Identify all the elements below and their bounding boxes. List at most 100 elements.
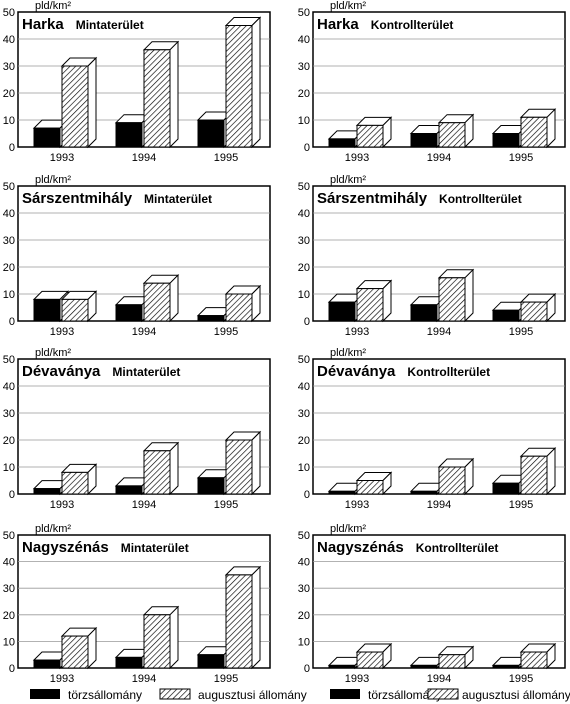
- y-tick-label: 50: [298, 181, 310, 193]
- y-axis-label: pld/km²: [35, 523, 71, 535]
- y-tick-label: 30: [298, 61, 310, 73]
- bar-augusztusi: [437, 645, 475, 670]
- chart-panel: 0 10 20 30 40 50 pld/km² Dévaványa Kontrollterül…: [298, 347, 566, 511]
- x-tick-label: 1994: [427, 326, 451, 338]
- y-tick-label: 30: [298, 235, 310, 247]
- y-tick-label: 20: [298, 610, 310, 622]
- y-tick-label: 30: [3, 61, 15, 73]
- bar-augusztusi: [224, 16, 262, 149]
- panel-subtitle: Kontrollterület: [416, 541, 499, 555]
- y-tick-label: 30: [298, 408, 310, 420]
- bar-augusztusi: [60, 56, 98, 149]
- x-tick-label: 1995: [509, 673, 533, 685]
- x-tick-label: 1993: [345, 673, 369, 685]
- bar-augusztusi: [437, 268, 475, 323]
- x-tick-label: 1993: [50, 152, 74, 164]
- x-tick-label: 1994: [132, 152, 156, 164]
- chart-panel: 0 10 20 30 40 50 pld/km² Harka Kontrollterület 19…: [298, 0, 566, 164]
- x-tick-label: 1994: [132, 326, 156, 338]
- y-tick-label: 0: [9, 663, 15, 675]
- x-tick-label: 1994: [427, 499, 451, 511]
- x-tick-label: 1993: [50, 673, 74, 685]
- bar-augusztusi: [437, 113, 475, 149]
- y-axis-label: pld/km²: [330, 347, 366, 359]
- y-tick-label: 40: [3, 381, 15, 393]
- y-tick-label: 50: [3, 354, 15, 366]
- y-axis-label: pld/km²: [330, 174, 366, 186]
- y-axis-label: pld/km²: [330, 0, 366, 12]
- y-tick-label: 0: [304, 316, 310, 328]
- bar-augusztusi: [355, 642, 393, 670]
- y-tick-label: 30: [3, 583, 15, 595]
- legend-swatch-augusztusi-right: [427, 688, 459, 700]
- y-tick-label: 0: [9, 489, 15, 501]
- y-tick-label: 30: [3, 408, 15, 420]
- x-tick-label: 1995: [509, 326, 533, 338]
- y-tick-label: 10: [3, 636, 15, 648]
- y-tick-label: 50: [3, 530, 15, 542]
- chart-panel: 0 10 20 30 40 50 pld/km² Sárszentmihály Kontroll…: [298, 174, 566, 338]
- y-axis-label: pld/km²: [35, 0, 71, 12]
- bar-augusztusi: [519, 292, 557, 323]
- y-tick-label: 40: [3, 34, 15, 46]
- x-tick-label: 1994: [427, 152, 451, 164]
- bar-augusztusi: [142, 605, 180, 670]
- y-tick-label: 50: [298, 530, 310, 542]
- panel-subtitle: Kontrollterület: [371, 18, 454, 32]
- chart-panels: 0 10 20 30 40 50 pld/km² Harka Mintaterület 1993 1…: [3, 0, 566, 685]
- x-tick-label: 1995: [214, 326, 238, 338]
- y-tick-label: 0: [9, 316, 15, 328]
- bar-augusztusi: [224, 430, 262, 496]
- bar-augusztusi: [60, 626, 98, 670]
- y-tick-label: 0: [304, 142, 310, 154]
- bar-augusztusi: [519, 108, 557, 149]
- y-tick-label: 40: [3, 557, 15, 569]
- legend-label-torzsallomany: törzsállomány: [68, 688, 142, 702]
- bar-augusztusi: [142, 441, 180, 496]
- panel-title: Dévaványa: [317, 363, 396, 380]
- y-tick-label: 40: [298, 208, 310, 220]
- y-tick-label: 0: [304, 489, 310, 501]
- panel-subtitle: Mintaterület: [121, 541, 189, 555]
- bar-augusztusi: [142, 273, 180, 323]
- bar-augusztusi: [355, 279, 393, 323]
- y-axis-label: pld/km²: [330, 523, 366, 535]
- x-tick-label: 1994: [132, 499, 156, 511]
- y-tick-label: 10: [298, 115, 310, 127]
- x-tick-label: 1995: [214, 499, 238, 511]
- panel-title: Sárszentmihály: [22, 190, 133, 207]
- y-tick-label: 20: [3, 88, 15, 100]
- y-tick-label: 20: [3, 435, 15, 447]
- plot-frame: [312, 534, 566, 669]
- legend-label-augusztusi: augusztusi állomány: [198, 688, 307, 702]
- panel-title: Harka: [317, 16, 359, 33]
- x-tick-label: 1995: [214, 152, 238, 164]
- y-tick-label: 30: [298, 583, 310, 595]
- chart-panel: 0 10 20 30 40 50 pld/km² Harka Mintaterület 1993 1…: [3, 0, 271, 164]
- bar-augusztusi: [60, 290, 98, 323]
- y-tick-label: 20: [298, 435, 310, 447]
- legend-label-augusztusi-right: augusztusi állomány: [462, 688, 570, 702]
- bar-torzsallomany: [491, 124, 529, 149]
- y-tick-label: 10: [3, 115, 15, 127]
- legend-swatch-torzsallomany-right: [330, 689, 360, 699]
- y-tick-label: 50: [298, 354, 310, 366]
- legend-swatch-augusztusi: [159, 688, 191, 700]
- panel-subtitle: Kontrollterület: [439, 192, 522, 206]
- panel-title: Nagyszénás: [317, 539, 404, 556]
- y-tick-label: 10: [3, 462, 15, 474]
- y-tick-label: 10: [298, 289, 310, 301]
- y-tick-label: 50: [298, 7, 310, 19]
- chart-panel: 0 10 20 30 40 50 pld/km² Sárszentmihály Mintater…: [3, 174, 271, 338]
- chart-panel: 0 10 20 30 40 50 pld/km² Dévaványa Mintaterület 1…: [3, 347, 271, 511]
- y-tick-label: 20: [298, 88, 310, 100]
- panel-subtitle: Mintaterület: [112, 365, 180, 379]
- y-tick-label: 40: [3, 208, 15, 220]
- x-tick-label: 1994: [132, 673, 156, 685]
- bar-augusztusi: [142, 40, 180, 149]
- y-tick-label: 50: [3, 181, 15, 193]
- panel-subtitle: Mintaterület: [144, 192, 212, 206]
- y-tick-label: 0: [9, 142, 15, 154]
- y-tick-label: 0: [304, 663, 310, 675]
